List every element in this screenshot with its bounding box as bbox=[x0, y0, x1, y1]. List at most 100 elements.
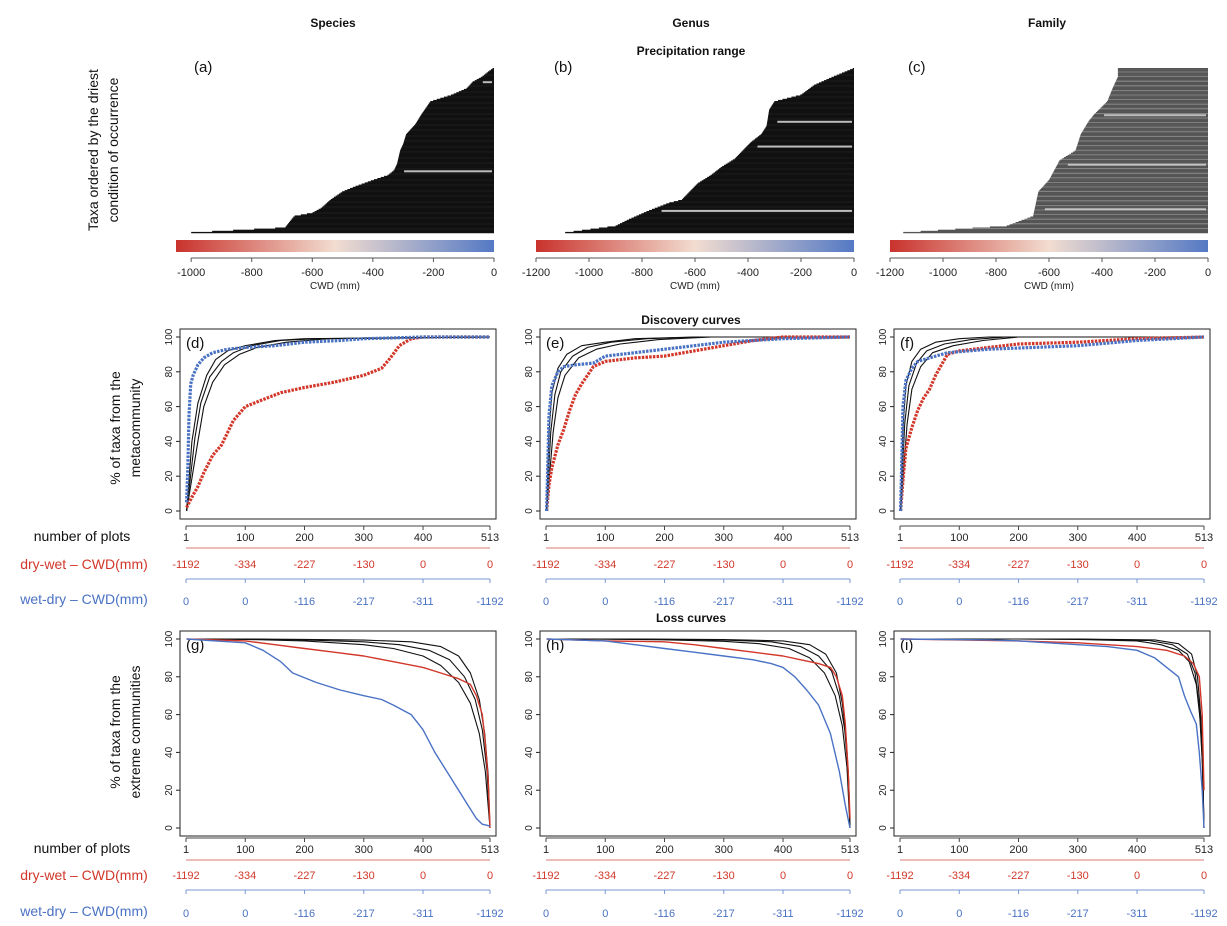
taxon-range-bar bbox=[419, 116, 494, 118]
taxon-range-bar bbox=[1117, 69, 1208, 71]
taxon-range-bar bbox=[398, 156, 494, 158]
taxon-range-bar bbox=[312, 212, 494, 214]
dry-curve bbox=[545, 335, 850, 512]
taxon-range-bar bbox=[752, 140, 854, 142]
taxon-range-bar bbox=[395, 167, 494, 169]
taxon-range-bar bbox=[1117, 76, 1208, 79]
axis-label-plots-row2: number of plots bbox=[34, 840, 131, 856]
y-tick-label: 20 bbox=[164, 784, 175, 796]
curve-panel-6: (g) 0 20 40 60 80 100 1 100 200 300 400 513 -1192 -334… bbox=[164, 630, 504, 920]
taxon-range-bar bbox=[1108, 96, 1208, 98]
taxon-range-bar bbox=[717, 169, 854, 171]
range-x-tick-label: -200 bbox=[1144, 267, 1166, 279]
wetdry-tick-label: -116 bbox=[654, 908, 675, 920]
plots-tick-label: 1 bbox=[897, 532, 903, 544]
taxon-range-bar bbox=[290, 219, 494, 222]
taxon-range-bar bbox=[772, 104, 854, 106]
plots-tick-label: 100 bbox=[236, 532, 254, 544]
taxon-range-bar bbox=[748, 143, 854, 146]
discovery-ylabel-line-1: % of taxa from the bbox=[107, 371, 123, 485]
taxon-range-bar bbox=[852, 68, 854, 70]
row-title-range: Precipitation range bbox=[637, 44, 746, 58]
taxon-range-bar bbox=[937, 229, 1208, 232]
y-tick-label: 20 bbox=[524, 784, 535, 796]
taxon-range-bar bbox=[1037, 193, 1208, 195]
taxon-range-bar bbox=[1089, 119, 1208, 122]
taxon-range-bar bbox=[766, 123, 854, 125]
drywet-tick-label: -1192 bbox=[886, 870, 913, 882]
taxon-range-bar bbox=[412, 126, 494, 128]
taxon-range-bar bbox=[402, 143, 494, 146]
curve-panel-4: (e) 0 20 40 60 80 100 1 100 200 300 400 513 -1192 -334… bbox=[524, 328, 864, 608]
wet-curve bbox=[546, 638, 851, 829]
axis-label-drywet-row2: dry-wet – CWD(mm) bbox=[20, 867, 148, 883]
taxon-range-bar bbox=[1078, 141, 1208, 144]
taxon-range-bar bbox=[443, 96, 494, 98]
y-tick-label: 100 bbox=[164, 328, 175, 345]
range-x-tick-label: -1000 bbox=[575, 267, 603, 279]
bottom-axes: 1 100 200 300 400 513 -1192 -334 -227 -130 0 0 0 0 -11… bbox=[532, 525, 864, 608]
plot-frame bbox=[539, 328, 857, 520]
taxon-range-bar bbox=[1107, 99, 1208, 102]
y-tick-label: 40 bbox=[878, 746, 889, 758]
taxon-range-bar bbox=[770, 106, 854, 108]
taxon-range-bar bbox=[1039, 190, 1208, 192]
taxon-range-bar bbox=[802, 93, 854, 95]
bottom-axes: 1 100 200 300 400 513 -1192 -334 -227 -130 0 0 0 0 -11… bbox=[886, 837, 1218, 920]
taxon-range-bar bbox=[456, 92, 494, 94]
y-tick-label: 0 bbox=[878, 825, 889, 831]
taxon-range-bar bbox=[808, 88, 854, 91]
y-tick-label: 80 bbox=[164, 366, 175, 378]
taxon-range-bar bbox=[1050, 176, 1208, 179]
taxon-range-bar bbox=[774, 101, 854, 103]
taxon-range-bar bbox=[763, 129, 854, 131]
taxon-range-bar bbox=[414, 124, 494, 126]
highlight-gap bbox=[404, 170, 492, 173]
taxon-range-bar bbox=[1069, 153, 1208, 156]
taxon-range-bar bbox=[1081, 131, 1208, 134]
taxon-range-bar bbox=[692, 187, 854, 190]
plot-frame bbox=[179, 328, 497, 520]
wetdry-tick-label: 0 bbox=[543, 596, 549, 608]
taxon-range-bar bbox=[826, 79, 854, 81]
taxon-range-bar bbox=[695, 184, 854, 186]
taxon-range-bar bbox=[300, 214, 494, 216]
taxon-range-bar bbox=[1115, 82, 1208, 84]
null-curve bbox=[900, 336, 1204, 512]
taxon-range-bar bbox=[1058, 162, 1208, 164]
taxon-range-bar bbox=[1037, 194, 1208, 196]
taxon-range-bar bbox=[466, 87, 494, 90]
y-tick-label: 60 bbox=[878, 709, 889, 721]
taxon-range-bar bbox=[1084, 127, 1208, 129]
taxon-range-bar bbox=[749, 142, 854, 145]
taxon-range-bar bbox=[469, 84, 494, 86]
taxon-range-bar bbox=[771, 105, 854, 107]
curve-panel-5: (f) 0 20 40 60 80 100 1 100 200 300 400 513 -1192 -334… bbox=[878, 328, 1218, 608]
dry-curve bbox=[546, 638, 851, 819]
taxon-range-bar bbox=[768, 112, 854, 114]
taxon-range-bar bbox=[1053, 171, 1208, 173]
highlight-gap bbox=[661, 209, 852, 212]
taxon-range-bar bbox=[306, 213, 494, 215]
taxon-range-bar bbox=[396, 163, 494, 166]
loss-ylabel: % of taxa from the extreme communities bbox=[107, 665, 143, 798]
drywet-tick-label: 0 bbox=[1201, 559, 1207, 571]
taxon-range-bar bbox=[463, 88, 494, 91]
taxon-range-bar bbox=[342, 191, 494, 193]
y-tick-label: 20 bbox=[878, 470, 889, 482]
taxon-range-bar bbox=[1015, 222, 1208, 224]
drywet-tick-label: -130 bbox=[713, 870, 735, 882]
plots-tick-label: 300 bbox=[1069, 844, 1087, 856]
wetdry-tick-label: -217 bbox=[713, 908, 735, 920]
plots-tick-label: 300 bbox=[355, 844, 373, 856]
taxon-range-bar bbox=[654, 207, 854, 210]
taxon-range-bar bbox=[1092, 116, 1208, 118]
taxon-range-bar bbox=[1062, 158, 1208, 160]
taxon-range-bar bbox=[1044, 184, 1208, 186]
wetdry-tick-label: -1192 bbox=[836, 596, 863, 608]
taxon-range-bar bbox=[425, 107, 494, 109]
discovery-ylabel-line-2: metacommunity bbox=[127, 379, 143, 478]
taxon-range-bar bbox=[1049, 178, 1208, 180]
taxon-range-bar bbox=[663, 204, 854, 206]
drywet-tick-label: 0 bbox=[420, 870, 426, 882]
